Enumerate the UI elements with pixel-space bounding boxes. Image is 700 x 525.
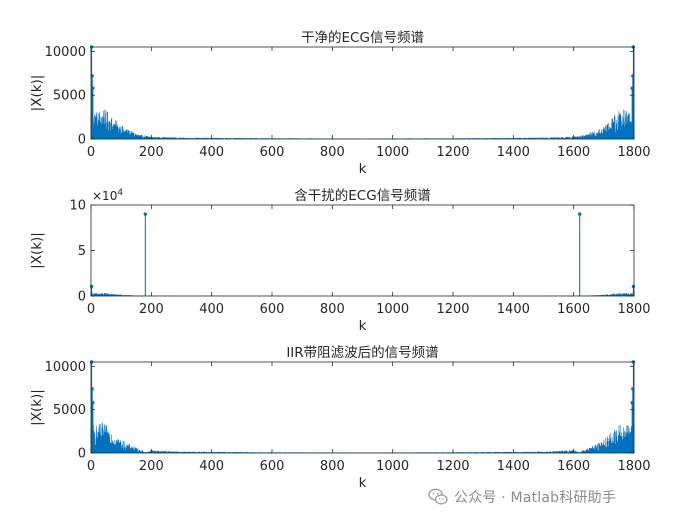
peak-marker-1 (578, 212, 582, 216)
wechat-icon (428, 488, 448, 505)
watermark: 公众号 · Matlab科研助手 (428, 486, 616, 508)
x-tick-label: 800 (320, 145, 345, 160)
peak-marker-2 (89, 284, 94, 289)
x-tick-label: 1000 (376, 302, 409, 317)
x-tick-label: 200 (139, 302, 164, 317)
peak-marker-2 (91, 401, 95, 405)
x-tick-label: 0 (87, 145, 95, 160)
peak-marker-2 (91, 86, 95, 90)
y-axis-label: |X(k)| (29, 75, 45, 112)
axes-frame (90, 46, 635, 140)
x-tick-label: 800 (320, 459, 345, 474)
y-tick-label: 10 (69, 199, 86, 214)
chart-title: IIR带阻滤波后的信号频谱 (286, 345, 438, 361)
x-tick-label: 800 (320, 302, 345, 317)
x-tick-label: 1400 (497, 302, 530, 317)
y-tick-label: 0 (78, 447, 86, 462)
x-tick-label: 1800 (617, 302, 650, 317)
x-tick-label: 400 (199, 302, 224, 317)
x-tick-label: 1400 (497, 145, 530, 160)
y-tick-label: 10000 (45, 360, 86, 375)
y-tick-label: 0 (78, 133, 86, 148)
y-tick-label: 0 (78, 290, 86, 305)
peak-marker-0 (143, 212, 147, 216)
x-tick-label: 1600 (557, 145, 590, 160)
x-tick-label: 1400 (497, 459, 530, 474)
x-tick-label: 1600 (557, 302, 590, 317)
x-tick-label: 600 (260, 459, 285, 474)
y-tick-label: 10000 (45, 45, 86, 60)
y-tick-label: 5 (78, 244, 86, 259)
y-tick-label: 5000 (53, 403, 86, 418)
plot-area (91, 47, 634, 139)
x-tick-label: 400 (199, 145, 224, 160)
x-tick-label: 1200 (436, 459, 469, 474)
chart-title: 干净的ECG信号频谱 (301, 30, 424, 46)
x-tick-label: 400 (199, 459, 224, 474)
x-tick-label: 1200 (436, 145, 469, 160)
axes-frame (90, 361, 635, 454)
x-tick-label: 1000 (376, 459, 409, 474)
chart-title: 含干扰的ECG信号频谱 (294, 188, 430, 204)
watermark-text: 公众号 · Matlab科研助手 (454, 490, 617, 506)
chart-panel-3: 0 200 400 600 800 1000 1200 1400 1600 1800 0 5000 10… (29, 345, 651, 491)
x-tick-label: 1200 (436, 302, 469, 317)
y-axis-label: |X(k)| (29, 232, 45, 269)
x-tick-label: 200 (139, 459, 164, 474)
y-tick-label: 5000 (53, 89, 86, 104)
x-tick-label: 1800 (617, 459, 650, 474)
x-axis-label: k (359, 475, 367, 491)
peak-marker-3 (631, 284, 636, 289)
y-axis-label: |X(k)| (29, 389, 45, 426)
x-axis-label: k (359, 318, 367, 334)
chart-panel-2: 0 200 400 600 800 1000 1200 1400 1600 1800 0 5 10 ×10… (29, 188, 651, 334)
x-tick-label: 1600 (557, 459, 590, 474)
x-tick-label: 600 (260, 302, 285, 317)
x-tick-label: 200 (139, 145, 164, 160)
x-tick-label: 600 (260, 145, 285, 160)
x-axis-label: k (359, 161, 367, 177)
x-tick-label: 0 (87, 302, 95, 317)
chart-panel-1: 0 200 400 600 800 1000 1200 1400 1600 1800 0 5000 10… (29, 30, 651, 177)
plot-area (91, 362, 634, 453)
y-exponent-label: ×104 (92, 188, 123, 203)
x-tick-label: 1800 (617, 145, 650, 160)
x-tick-label: 1000 (376, 145, 409, 160)
plot-area (91, 205, 634, 296)
x-tick-label: 0 (87, 459, 95, 474)
